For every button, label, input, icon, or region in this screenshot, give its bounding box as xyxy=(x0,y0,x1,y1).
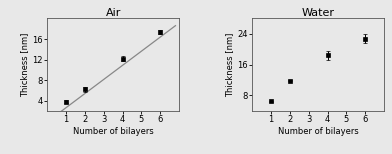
Title: Air: Air xyxy=(105,8,121,18)
Y-axis label: Thickness [nm]: Thickness [nm] xyxy=(20,32,29,97)
X-axis label: Number of bilayers: Number of bilayers xyxy=(278,127,358,136)
X-axis label: Number of bilayers: Number of bilayers xyxy=(73,127,154,136)
Y-axis label: Thickness [nm]: Thickness [nm] xyxy=(225,32,234,97)
Title: Water: Water xyxy=(301,8,334,18)
